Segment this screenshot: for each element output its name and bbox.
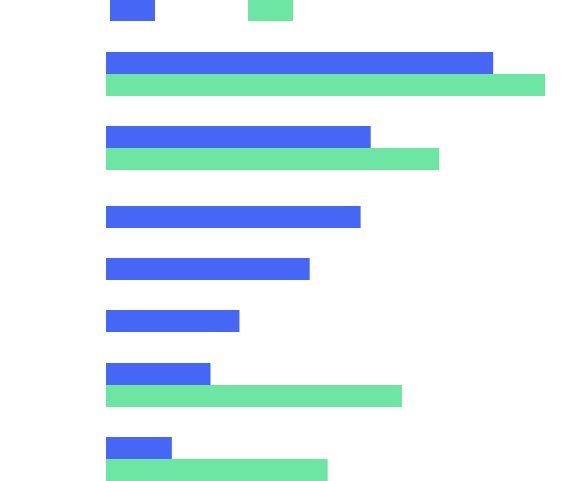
bar-group-5: [106, 310, 240, 332]
bar-group-3: [106, 206, 361, 228]
bar-row-3-series-1: [106, 206, 361, 228]
bar-group-2: [106, 126, 440, 170]
bar-row-4-series-1: [106, 258, 310, 280]
bar-group-7: [106, 437, 328, 481]
bar-group-1: [106, 52, 545, 96]
bar-row-2-series-1: [106, 126, 371, 148]
bar-row-6-series-1: [106, 363, 211, 385]
bar-row-1-series-1: [106, 52, 494, 74]
bar-row-2-series-2: [106, 148, 440, 170]
bar-row-7-series-1: [106, 437, 172, 459]
bar-row-6-series-2: [106, 385, 402, 407]
bar-group-4: [106, 258, 310, 280]
legend-swatch-series-1: [110, 0, 155, 21]
legend-swatch-series-2: [248, 0, 293, 21]
bar-row-1-series-2: [106, 74, 545, 96]
bar-group-6: [106, 363, 402, 407]
bar-row-5-series-1: [106, 310, 240, 332]
bar-row-7-series-2: [106, 459, 328, 481]
